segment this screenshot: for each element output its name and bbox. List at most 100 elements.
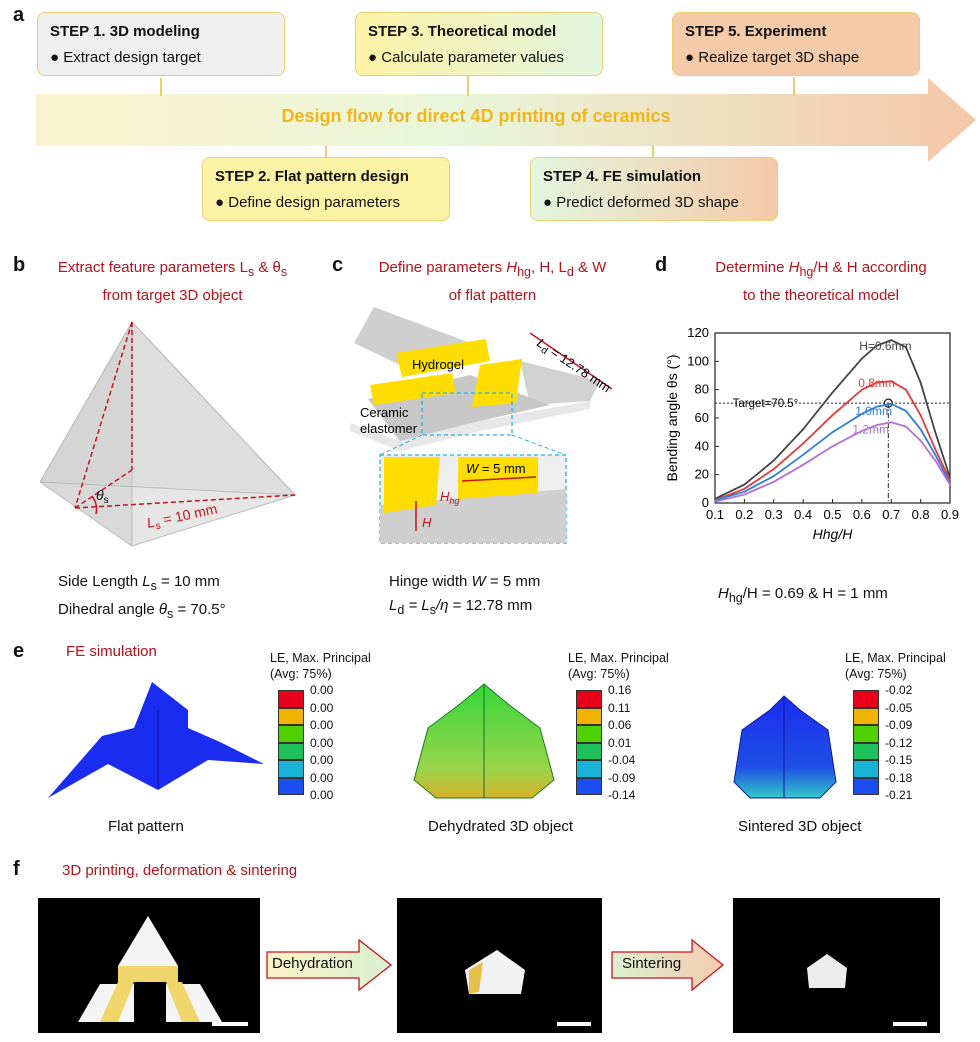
series-0-point-4: [831, 391, 834, 394]
legend-value-2-5: -0.18: [885, 770, 913, 785]
series-label-1: 0.8mm: [858, 376, 895, 390]
y-tick-label-5: 100: [687, 353, 709, 368]
step2-box: STEP 2. Flat pattern design ● Define des…: [202, 157, 450, 221]
dehydrated-sim: [413, 683, 555, 799]
dehydrated-sample-drawing: [465, 950, 591, 1026]
legend-subtitle-2: (Avg: 75%): [845, 667, 907, 681]
zoom-guide-left: [379, 434, 423, 456]
banner-title: Design flow for direct 4D printing of ce…: [281, 106, 671, 126]
b-title-text1: Extract feature parameters L: [57, 259, 248, 276]
step5-box: STEP 5. Experiment ● Realize target 3D s…: [672, 12, 920, 76]
series-3-point-7: [890, 421, 893, 424]
hydrogel-text: Hydrogel: [412, 357, 464, 372]
series-3-point-11: [949, 483, 951, 486]
hydrogel-right: [472, 359, 522, 407]
series-1-point-4: [831, 414, 834, 416]
step2-bullet: ● Define design parameters: [215, 194, 400, 211]
ceramic-base-slab: [350, 401, 590, 451]
printed-hinge-left: [100, 982, 134, 1022]
legend-value-0-1: 0.00: [310, 700, 334, 715]
x-tick-label-1: 0.2: [735, 507, 753, 522]
series-2-point-8: [905, 410, 907, 412]
x-tick-label-4: 0.5: [823, 507, 841, 522]
step3-box: STEP 3. Theoretical model ● Calculate pa…: [355, 12, 603, 76]
x-tick-label-7: 0.8: [912, 507, 930, 522]
sint-photo-body: [807, 954, 847, 988]
series-line-2: [714, 402, 951, 502]
legend-title-2: LE, Max. Principal: [845, 651, 946, 665]
legend-value-1-4: -0.04: [608, 753, 636, 767]
legend-value-1-3: 0.01: [608, 735, 632, 750]
series-2-point-3: [802, 454, 804, 456]
ld-dimension: [529, 332, 613, 390]
dehy-sim-caption: Dehydrated 3D object: [428, 818, 574, 835]
x-tick-label-8: 0.9: [941, 507, 959, 522]
selected-point-marker: [883, 398, 893, 408]
series-label-3: 1.2mm: [852, 423, 889, 437]
photo-printed: [38, 898, 260, 1033]
tetra-back-face: [40, 321, 297, 496]
chart-plot-area: 0.1 0.2 0.3 0.4 0.5 0.6 0.7 0.8 0.9 0 20 40 60 80 100 1…: [664, 325, 959, 542]
series-2-point-0: [714, 499, 716, 501]
step4-connector: [652, 146, 654, 158]
flat-sim-caption: Flat pattern: [108, 818, 184, 835]
sintered-sample-drawing: [807, 954, 927, 1026]
b-title-text2: from target 3D object: [102, 287, 243, 304]
tetra-height-line: [74, 321, 133, 509]
bending-angle-chart: 0.1 0.2 0.3 0.4 0.5 0.6 0.7 0.8 0.9 0 20 40 60 80 100 1…: [664, 325, 959, 542]
series-0-point-3: [802, 428, 804, 431]
photo-sintered: [733, 898, 940, 1033]
legend-swatch-1-0: [576, 690, 602, 708]
panel-b-caption: Side Length Ls = 10 mm Dihedral angle θs…: [58, 570, 226, 626]
hydrogel-left: [370, 373, 456, 405]
panel-f-title: 3D printing, deformation & sintering: [62, 862, 298, 879]
zoom-hydrogel-right: [458, 457, 538, 499]
tetrahedron-figure: θs Ls = 10 mm: [40, 320, 297, 547]
b-cap-line2: Dihedral angle θs = 70.5°: [58, 601, 226, 621]
y-tick-label-1: 20: [695, 467, 709, 482]
legend-swatch-1-4: [576, 760, 602, 778]
series-2-point-5: [861, 412, 863, 415]
scale-bar-1: [212, 1022, 248, 1026]
panel-c-label: c: [332, 254, 344, 276]
panel-d-title: Determine Hhg/H & H according to the the…: [715, 259, 927, 304]
flat-sim-center: [48, 682, 264, 798]
step1-bullet-text: Extract design target: [63, 49, 201, 66]
step5-title: STEP 5. Experiment: [685, 23, 827, 40]
zoom-guide-right: [511, 434, 567, 456]
series-3-point-3: [802, 463, 804, 466]
step5-bullet-text: Realize target 3D shape: [698, 49, 860, 66]
b-cap-line1: Side Length Ls = 10 mm: [58, 573, 220, 593]
series-label-2: 1.0mm: [855, 404, 892, 418]
legend-value-0-4: 0.00: [310, 753, 334, 767]
legend-value-1-1: 0.11: [608, 700, 631, 715]
legend-value-0-3: 0.00: [310, 735, 334, 750]
banner-arrow-shape: [36, 78, 976, 162]
legend-value-2-6: -0.21: [885, 788, 913, 802]
legend-swatch-2-5: [853, 777, 879, 795]
series-1-point-2: [772, 468, 775, 470]
legend-value-1-0: 0.16: [608, 683, 632, 697]
series-2-point-7: [890, 403, 893, 405]
y-tick-label-2: 40: [695, 438, 709, 453]
step3-title: STEP 3. Theoretical model: [368, 23, 557, 40]
photo-dehydrated: [397, 898, 602, 1033]
legend-subtitle-1: (Avg: 75%): [568, 667, 630, 681]
legend-swatch-1-2: [576, 725, 602, 743]
legend-swatch-2-3: [853, 742, 879, 760]
panel-d-label: d: [655, 254, 668, 276]
series-3-point-2: [772, 480, 775, 483]
ceramic-text-1: Ceramic: [360, 405, 409, 420]
legend-value-0-0: 0.00: [310, 683, 334, 697]
step5-bullet: ● Realize target 3D shape: [685, 49, 860, 66]
y-tick-label-6: 120: [687, 325, 709, 340]
legend-flat: LE, Max. Principal (Avg: 75%) 0.00 0.00 0.00…: [270, 650, 390, 810]
legend-title-1: LE, Max. Principal: [568, 651, 669, 665]
legend-subtitle-0: (Avg: 75%): [270, 667, 332, 681]
zoom-box-small: [421, 392, 513, 436]
series-3-point-4: [831, 445, 834, 448]
target-label: Target=70.5°: [733, 398, 799, 410]
series-0-point-1: [743, 483, 746, 486]
series-0-point-6: [875, 344, 878, 347]
x-tick-label-5: 0.6: [853, 507, 871, 522]
